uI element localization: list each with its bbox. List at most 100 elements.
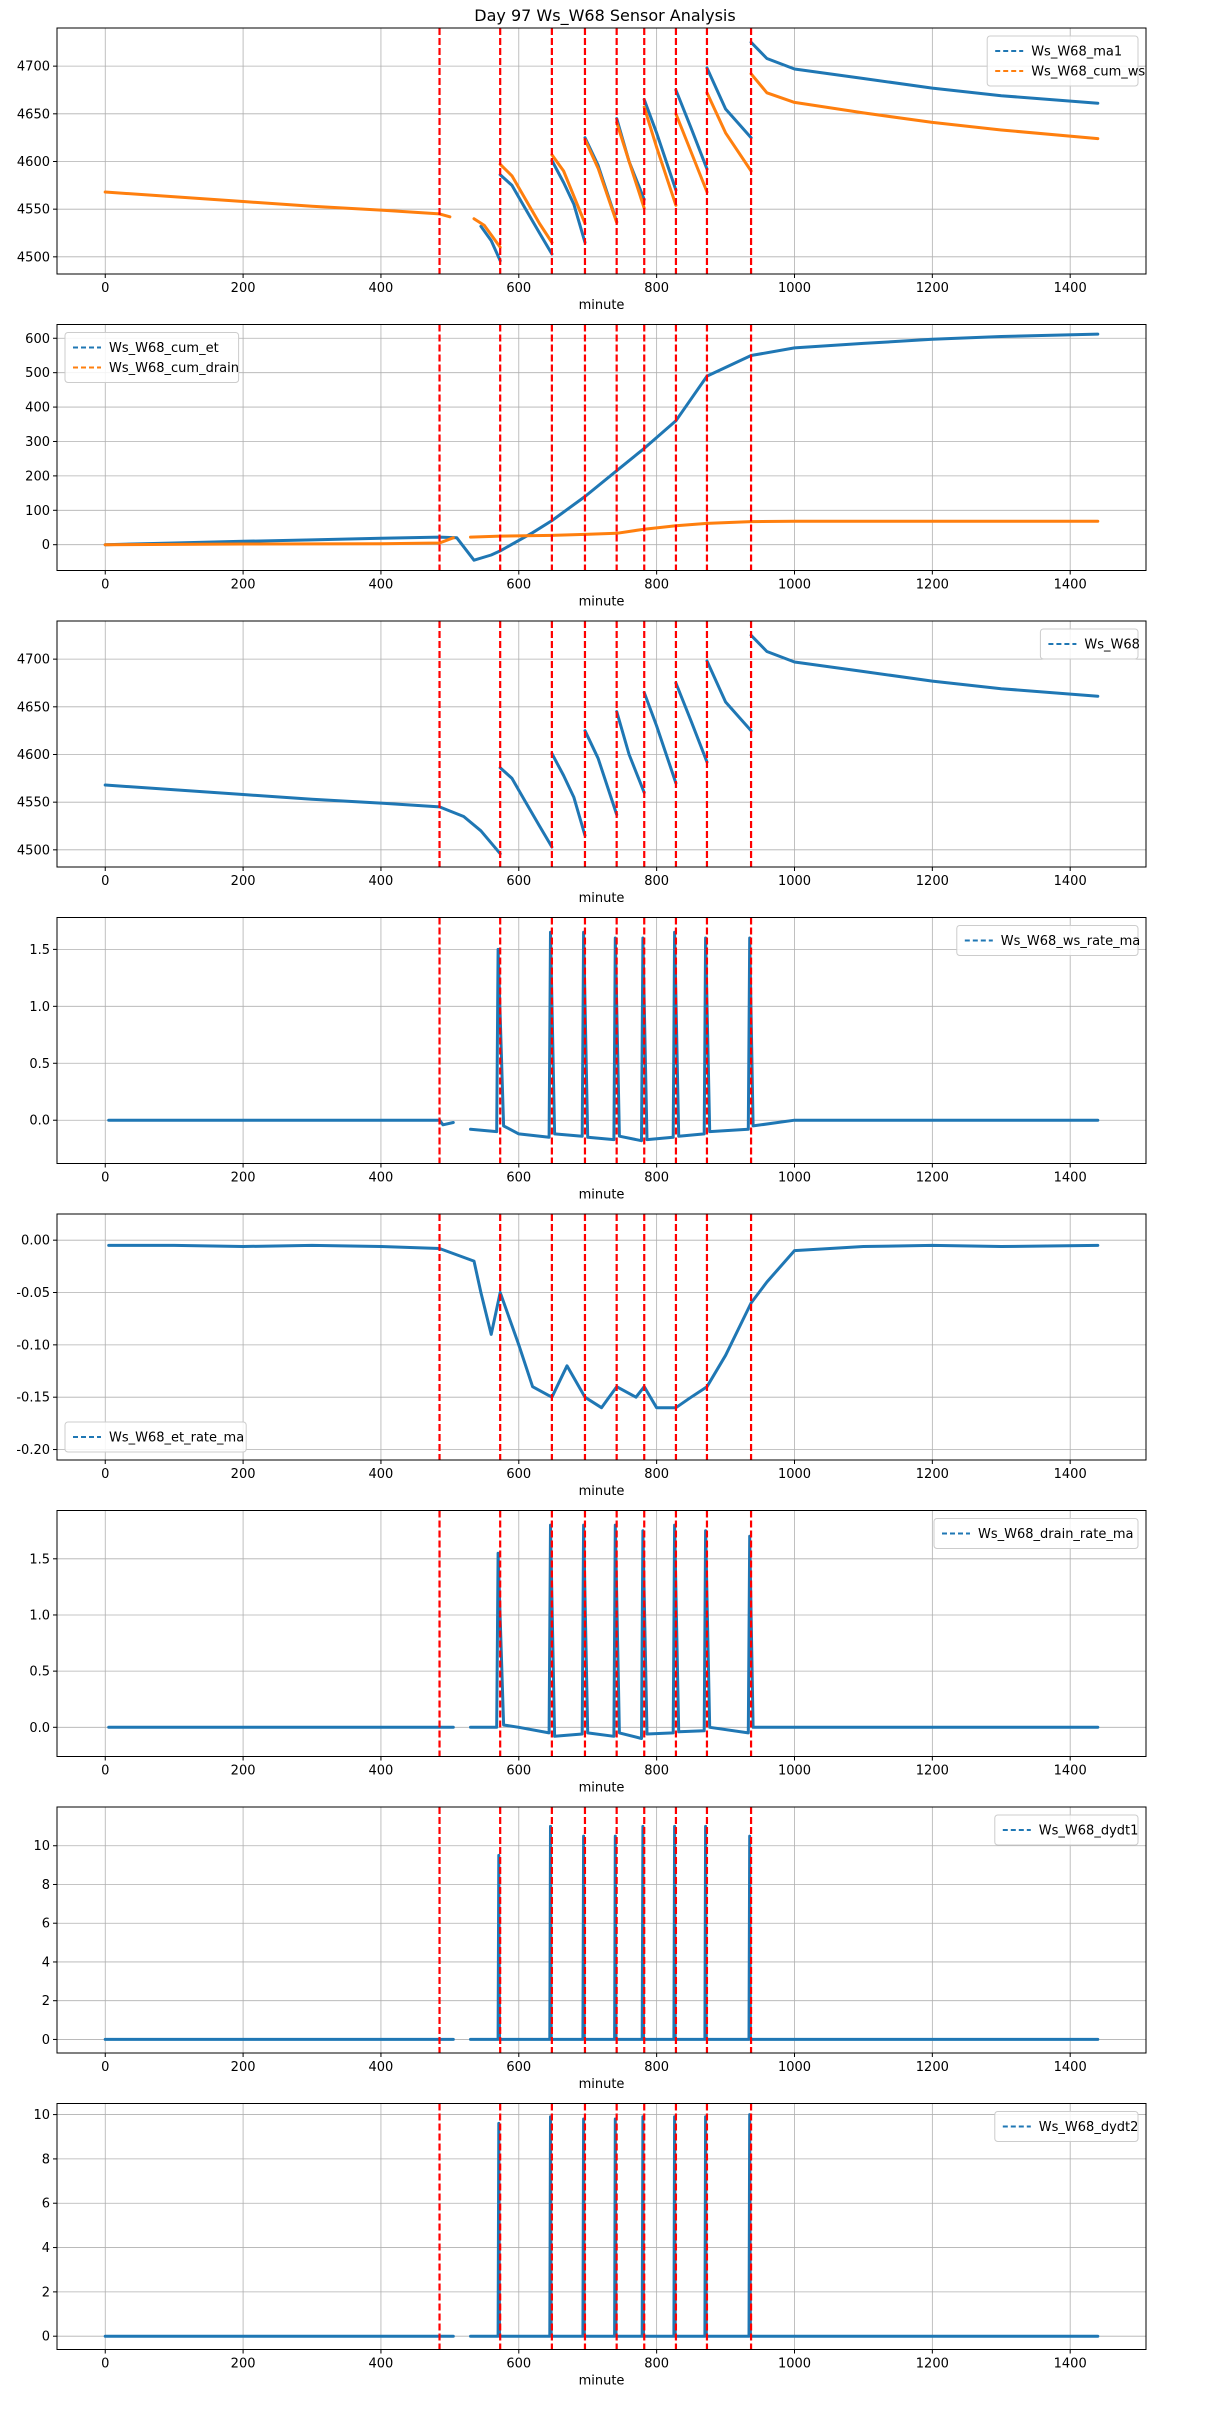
legend-box [933, 1518, 1139, 1549]
series-Ws_W68-segment [550, 752, 587, 837]
subplot-6: 0 200 400 600 800 1000 1200 1400 0.0 0.5 1.0 1.5 min… [29, 1510, 1147, 1796]
legend: Ws_W68_ws_rate_ma [956, 925, 1140, 956]
x-tick-label: 400 [369, 1467, 394, 1482]
series-Ws_W68_ma1-segment [498, 173, 554, 256]
y-tick-label: 0.0 [29, 1721, 50, 1736]
series-Ws_W68_ma1-segment [642, 98, 678, 192]
y-tick-label: 2 [42, 1994, 50, 2009]
plot-frame [56, 620, 1147, 868]
series-Ws_W68-segment [498, 766, 554, 849]
legend-label: Ws_W68_drain_rate_ma [978, 1527, 1133, 1542]
y-tick-label: 1.0 [29, 1608, 50, 1623]
x-tick-label: 200 [231, 1467, 256, 1482]
x-tick-label: 0 [101, 1467, 109, 1482]
x-axis-label: minute [579, 595, 625, 610]
x-axis-label: minute [579, 298, 625, 313]
plot-frame [56, 2103, 1147, 2350]
x-tick-label: 0 [101, 1764, 109, 1779]
y-tick-label: -0.20 [16, 1443, 50, 1458]
plot-frame [56, 1510, 1147, 1757]
plot-frame [56, 27, 1147, 275]
x-axis-label: minute [579, 1188, 625, 1203]
x-tick-label: 800 [644, 1764, 669, 1779]
series-Ws_W68_dydt2-segment [469, 2113, 1100, 2338]
legend: Ws_W68 [1039, 628, 1140, 660]
y-tick-label: 100 [25, 504, 50, 519]
x-tick-label: 1000 [778, 874, 811, 889]
series-Ws_W68_cum_ws-segment [749, 72, 1100, 141]
x-tick-label: 600 [506, 1467, 531, 1482]
x-tick-label: 200 [231, 2357, 256, 2372]
y-tick-label: 4700 [17, 653, 50, 668]
series-Ws_W68_ma1-segment [479, 224, 502, 263]
x-tick-label: 400 [369, 874, 394, 889]
y-tick-label: 1.5 [29, 1552, 50, 1567]
y-tick-label: 4500 [17, 843, 50, 858]
series-Ws_W68_ma1-segment [749, 40, 1100, 105]
plot-frame [56, 324, 1147, 571]
x-tick-label: 800 [644, 2357, 669, 2372]
y-tick-label: 0.0 [29, 1114, 50, 1129]
legend: Ws_W68_et_rate_ma [64, 1421, 247, 1453]
x-axis-label: minute [579, 2374, 625, 2389]
series-Ws_W68-segment [642, 691, 678, 785]
x-tick-label: 1200 [916, 2357, 949, 2372]
plot-frame [56, 1213, 1147, 1461]
series-Ws_W68_cum_ws-segment [498, 162, 554, 244]
x-tick-label: 0 [101, 874, 109, 889]
series-Ws_W68_ma1-segment [674, 88, 709, 171]
plot-frame [56, 1806, 1147, 2054]
legend-label: Ws_W68_ma1 [1031, 45, 1122, 60]
subplot-3: 0 200 400 600 800 1000 1200 1400 4500 4550 4600 465… [17, 620, 1147, 906]
x-tick-label: 1000 [778, 1764, 811, 1779]
legend: Ws_W68_drain_rate_ma [933, 1518, 1139, 1549]
legend-label: Ws_W68 [1084, 638, 1140, 653]
legend: Ws_W68_ma1 Ws_W68_cum_ws [986, 35, 1145, 87]
series-Ws_W68_cum_et-segment [103, 332, 1100, 562]
x-tick-label: 1400 [1054, 2357, 1087, 2372]
series-Ws_W68_drain_rate_ma-segment [469, 1523, 1100, 1740]
x-tick-label: 1000 [778, 1467, 811, 1482]
series-Ws_W68_et_rate_ma-segment [107, 1243, 1100, 1410]
x-tick-label: 1200 [916, 1764, 949, 1779]
y-tick-label: 0.5 [29, 1057, 50, 1072]
legend-label: Ws_W68_cum_ws [1031, 65, 1145, 80]
x-tick-label: 600 [506, 578, 531, 593]
y-tick-label: 4700 [17, 60, 50, 75]
series-Ws_W68_cum_ws-segment [705, 91, 753, 173]
x-tick-label: 1000 [778, 2060, 811, 2075]
y-tick-label: 10 [33, 2108, 50, 2123]
x-tick-label: 600 [506, 1764, 531, 1779]
legend-label: Ws_W68_dydt2 [1039, 2120, 1139, 2135]
series-Ws_W68_ws_rate_ma-segment [107, 1118, 455, 1127]
x-tick-label: 1000 [778, 578, 811, 593]
subplot-1: 0 200 400 600 800 1000 1200 1400 4500 4550 4600 465… [17, 27, 1147, 313]
series-Ws_W68_ws_rate_ma-segment [469, 930, 1100, 1143]
y-tick-label: 500 [25, 366, 50, 381]
subplot-5: 0 200 400 600 800 1000 1200 1400 0.00 -0.05 -0.10 -… [16, 1213, 1147, 1499]
figure-title: Day 97 Ws_W68 Sensor Analysis [474, 6, 735, 26]
y-tick-label: 2 [42, 2285, 50, 2300]
series-Ws_W68_cum_ws-segment [472, 217, 502, 249]
y-tick-label: 10 [33, 1839, 50, 1854]
y-tick-label: 4550 [17, 796, 50, 811]
x-tick-label: 800 [644, 1171, 669, 1186]
x-tick-label: 1200 [916, 578, 949, 593]
y-tick-label: 1.5 [29, 943, 50, 958]
x-tick-label: 400 [369, 281, 394, 296]
legend: Ws_W68_cum_et Ws_W68_cum_drain [64, 332, 240, 383]
x-tick-label: 1000 [778, 281, 811, 296]
legend-box [64, 332, 240, 383]
x-tick-label: 1200 [916, 2060, 949, 2075]
series-Ws_W68_ma1-segment [705, 66, 753, 140]
legend-label: Ws_W68_cum_drain [109, 361, 239, 376]
y-tick-label: 0.5 [29, 1665, 50, 1680]
x-tick-label: 200 [231, 874, 256, 889]
subplot-2: 0 200 400 600 800 1000 1200 1400 0 100 200 300 400 50… [25, 324, 1147, 610]
x-tick-label: 200 [231, 1764, 256, 1779]
series-Ws_W68-segment [103, 783, 502, 856]
y-tick-label: 1.0 [29, 1000, 50, 1015]
series-Ws_W68_cum_ws-segment [674, 112, 709, 194]
x-tick-label: 400 [369, 578, 394, 593]
x-tick-label: 1400 [1054, 874, 1087, 889]
